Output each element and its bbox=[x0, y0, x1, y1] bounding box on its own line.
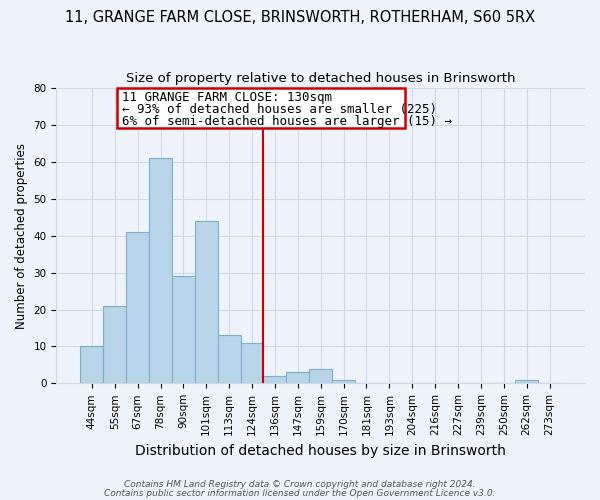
Bar bbox=[515, 380, 538, 384]
FancyBboxPatch shape bbox=[117, 88, 405, 128]
Bar bbox=[241, 342, 263, 384]
X-axis label: Distribution of detached houses by size in Brinsworth: Distribution of detached houses by size … bbox=[135, 444, 506, 458]
Y-axis label: Number of detached properties: Number of detached properties bbox=[15, 142, 28, 328]
Text: 6% of semi-detached houses are larger (15) →: 6% of semi-detached houses are larger (1… bbox=[122, 115, 452, 128]
Text: ← 93% of detached houses are smaller (225): ← 93% of detached houses are smaller (22… bbox=[122, 103, 437, 116]
Text: Contains public sector information licensed under the Open Government Licence v3: Contains public sector information licen… bbox=[104, 489, 496, 498]
Text: 11 GRANGE FARM CLOSE: 130sqm: 11 GRANGE FARM CLOSE: 130sqm bbox=[122, 91, 332, 104]
Bar bbox=[218, 336, 241, 384]
Bar bbox=[195, 221, 218, 384]
Bar bbox=[286, 372, 309, 384]
Bar bbox=[126, 232, 149, 384]
Bar bbox=[172, 276, 195, 384]
Title: Size of property relative to detached houses in Brinsworth: Size of property relative to detached ho… bbox=[126, 72, 515, 86]
Bar bbox=[103, 306, 126, 384]
Bar bbox=[263, 376, 286, 384]
Bar bbox=[149, 158, 172, 384]
Text: Contains HM Land Registry data © Crown copyright and database right 2024.: Contains HM Land Registry data © Crown c… bbox=[124, 480, 476, 489]
Bar bbox=[80, 346, 103, 384]
Bar bbox=[309, 368, 332, 384]
Text: 11, GRANGE FARM CLOSE, BRINSWORTH, ROTHERHAM, S60 5RX: 11, GRANGE FARM CLOSE, BRINSWORTH, ROTHE… bbox=[65, 10, 535, 25]
Bar bbox=[332, 380, 355, 384]
